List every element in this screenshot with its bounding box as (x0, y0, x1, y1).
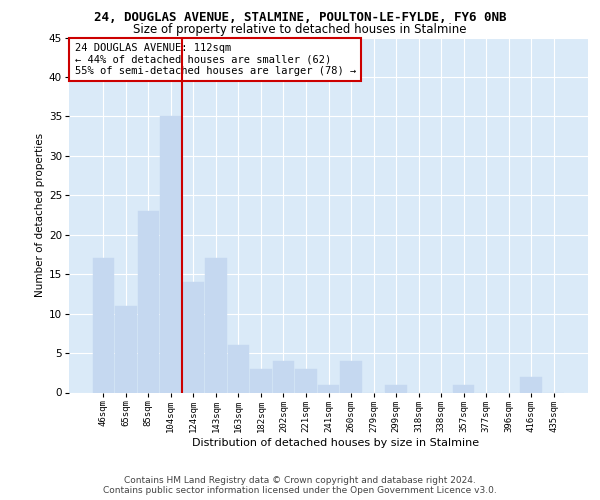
Bar (385, 384, 407, 392)
Bar (318, 384, 339, 392)
Bar (182, 282, 204, 393)
Bar (92, 258, 114, 392)
Bar (453, 384, 475, 392)
Text: 24, DOUGLAS AVENUE, STALMINE, POULTON-LE-FYLDE, FY6 0NB: 24, DOUGLAS AVENUE, STALMINE, POULTON-LE… (94, 11, 506, 24)
Bar (520, 376, 542, 392)
Text: Distribution of detached houses by size in Stalmine: Distribution of detached houses by size … (193, 438, 479, 448)
Bar (160, 116, 182, 392)
Bar (205, 258, 227, 392)
Bar (137, 211, 159, 392)
Bar (115, 306, 137, 392)
Bar (295, 369, 317, 392)
Text: Size of property relative to detached houses in Stalmine: Size of property relative to detached ho… (133, 22, 467, 36)
Bar (340, 361, 362, 392)
Text: 24 DOUGLAS AVENUE: 112sqm
← 44% of detached houses are smaller (62)
55% of semi-: 24 DOUGLAS AVENUE: 112sqm ← 44% of detac… (74, 43, 356, 76)
Bar (250, 369, 272, 392)
Bar (273, 361, 294, 392)
Bar (228, 345, 249, 393)
Y-axis label: Number of detached properties: Number of detached properties (35, 133, 44, 297)
Text: Contains HM Land Registry data © Crown copyright and database right 2024.
Contai: Contains HM Land Registry data © Crown c… (103, 476, 497, 495)
